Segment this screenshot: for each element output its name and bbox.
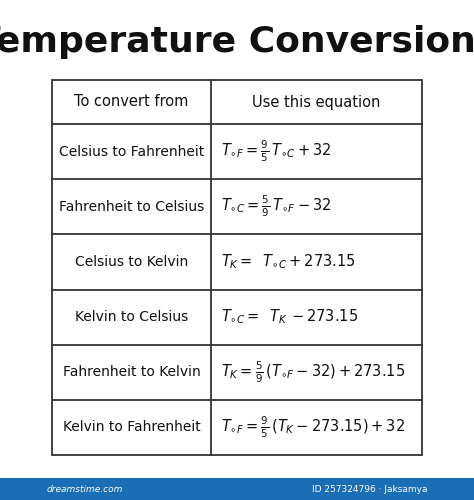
Text: ID 257324796 · Jaksamya: ID 257324796 · Jaksamya — [312, 484, 428, 494]
Text: To convert from: To convert from — [74, 94, 189, 110]
Text: $T_K = \;\; T_{\mathit{\circ C}} + 273.15$: $T_K = \;\; T_{\mathit{\circ C}} + 273.1… — [221, 252, 356, 272]
Text: $T_{\mathit{\circ F}} = \frac{9}{5}\, T_{\mathit{\circ C}} + 32$: $T_{\mathit{\circ F}} = \frac{9}{5}\, T_… — [221, 139, 331, 164]
Bar — [0, 478, 474, 500]
Text: Use this equation: Use this equation — [252, 94, 381, 110]
Text: $T_{\mathit{\circ C}} = \frac{5}{9}\, T_{\mathit{\circ F}} - 32$: $T_{\mathit{\circ C}} = \frac{5}{9}\, T_… — [221, 194, 331, 220]
Text: $T_{\mathit{\circ C}} = \;\; T_K\, - 273.15$: $T_{\mathit{\circ C}} = \;\; T_K\, - 273… — [221, 308, 358, 326]
Text: Fahrenheit to Celsius: Fahrenheit to Celsius — [59, 200, 204, 214]
Text: $T_K = \frac{5}{9}\,( T_{\mathit{\circ F}} - 32) +273.15$: $T_K = \frac{5}{9}\,( T_{\mathit{\circ F… — [221, 360, 405, 385]
Text: dreamstime.com: dreamstime.com — [47, 484, 123, 494]
Text: $T_{\mathit{\circ F}} = \frac{9}{5}\,( T_K - 273.15) + 32$: $T_{\mathit{\circ F}} = \frac{9}{5}\,( T… — [221, 414, 405, 440]
Text: Celsius to Fahrenheit: Celsius to Fahrenheit — [59, 144, 204, 158]
Text: Kelvin to Celsius: Kelvin to Celsius — [75, 310, 188, 324]
Text: Celsius to Kelvin: Celsius to Kelvin — [75, 255, 188, 269]
Text: Kelvin to Fahrenheit: Kelvin to Fahrenheit — [63, 420, 201, 434]
Bar — [52, 80, 422, 455]
Text: Temperature Conversions: Temperature Conversions — [0, 25, 474, 59]
Text: Fahrenheit to Kelvin: Fahrenheit to Kelvin — [63, 365, 201, 379]
